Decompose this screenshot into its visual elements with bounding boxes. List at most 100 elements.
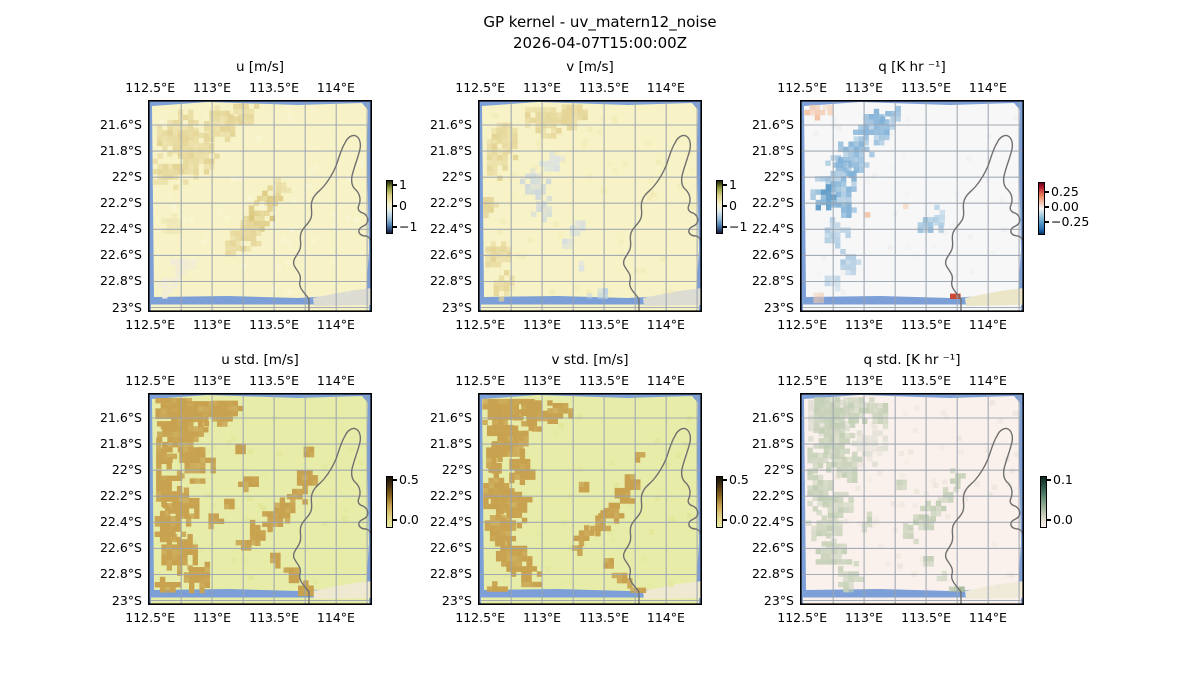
data-cell [829, 232, 836, 239]
data-cell [208, 411, 214, 417]
data-cell [177, 447, 184, 453]
data-cell [183, 158, 189, 165]
panel-title-v_std: v std. [m/s] [551, 352, 629, 368]
data-cell [200, 478, 206, 484]
data-cell [540, 107, 546, 113]
x-tick-label-top: 113°E [845, 80, 884, 95]
data-cell [531, 581, 537, 588]
data-cell [214, 121, 220, 127]
data-cell [245, 246, 252, 252]
data-cell [845, 227, 851, 233]
data-cell [608, 558, 614, 564]
map-border [478, 100, 702, 312]
data-cell [873, 124, 880, 130]
data-cell [156, 140, 163, 147]
data-cell [203, 163, 210, 170]
data-cell [152, 179, 158, 185]
mottle-cell [821, 254, 827, 261]
y-tick-label: 22.8°S [99, 273, 142, 289]
colorbar-tick-label: 0 [399, 198, 407, 213]
data-cell [182, 549, 188, 555]
data-cell [837, 525, 843, 531]
mottle-cell [210, 443, 217, 449]
data-cell [824, 280, 830, 287]
data-cell [485, 256, 491, 263]
mottle-cell [613, 482, 619, 488]
mottle-cell [871, 172, 878, 179]
data-cell [877, 403, 883, 409]
data-cell [277, 521, 284, 527]
data-cell [161, 475, 167, 481]
x-tick-label-top: 112.5°E [777, 80, 828, 95]
data-cell [259, 221, 265, 227]
data-cell [498, 477, 505, 484]
data-cell [182, 447, 189, 453]
data-cell [858, 141, 865, 147]
data-cell [157, 179, 163, 185]
data-cell [811, 530, 817, 537]
data-cell [521, 581, 527, 588]
data-cell [492, 425, 498, 431]
data-cell [820, 194, 827, 200]
mottle-cell [553, 150, 559, 156]
data-cell [827, 512, 833, 519]
data-cell [824, 397, 830, 403]
data-cell [521, 517, 528, 524]
data-cell [272, 195, 278, 202]
data-cell [935, 511, 942, 517]
colorbar-tick [1046, 479, 1051, 481]
data-cell [188, 130, 194, 136]
data-cell [230, 131, 236, 137]
data-cell [575, 230, 581, 237]
data-cell [156, 491, 162, 497]
data-cell [853, 418, 859, 424]
data-cell [243, 108, 249, 115]
data-cell [815, 199, 821, 206]
data-cell [288, 572, 295, 578]
mottle-cell [230, 176, 237, 182]
data-cell [810, 194, 816, 200]
map-q [800, 100, 1024, 316]
data-cell [232, 411, 238, 417]
data-cell [530, 168, 536, 174]
colorbar-tick [722, 205, 727, 207]
data-cell [843, 402, 849, 408]
data-cell [839, 438, 845, 444]
data-cell [549, 160, 555, 167]
data-cell [204, 567, 210, 573]
data-cell [837, 530, 843, 537]
mottle-cell [357, 459, 364, 465]
data-cell [176, 470, 183, 476]
mottle-cell [511, 172, 517, 178]
data-cell [846, 202, 852, 208]
data-cell [267, 526, 273, 533]
data-cell [284, 507, 291, 514]
data-cell [167, 277, 173, 283]
data-cell [526, 400, 532, 406]
y-tick-label: 22.2°S [751, 195, 794, 211]
data-cell [172, 415, 178, 422]
data-cell [233, 119, 239, 125]
data-cell [839, 422, 845, 428]
data-cell [843, 502, 849, 508]
data-cell [505, 535, 511, 542]
data-cell [198, 153, 204, 159]
data-cell [167, 130, 173, 136]
data-cell [487, 409, 493, 415]
data-cell [848, 497, 854, 503]
data-cell [193, 132, 199, 139]
data-cell [832, 525, 838, 531]
mottle-cell [645, 141, 651, 147]
data-cell [808, 420, 814, 427]
mottle-cell [206, 115, 212, 121]
data-cell [602, 288, 608, 294]
data-cell [853, 157, 859, 163]
data-cell [498, 488, 505, 494]
data-cell [826, 189, 832, 195]
data-cell [877, 445, 883, 452]
data-cell [507, 451, 514, 457]
data-cell [877, 408, 883, 414]
data-cell [487, 404, 493, 410]
data-cell [858, 162, 865, 168]
data-cell [941, 505, 947, 512]
